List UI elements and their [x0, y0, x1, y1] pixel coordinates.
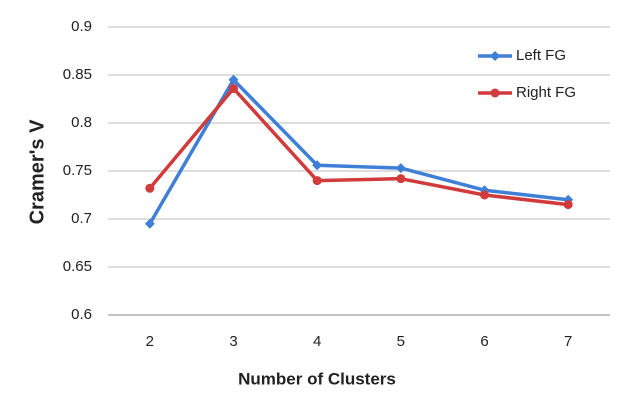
marker	[395, 163, 406, 174]
y-tick-label: 0.8	[71, 114, 92, 131]
marker	[396, 174, 406, 184]
legend-label: Right FG	[516, 84, 576, 101]
marker	[480, 190, 489, 200]
y-tick-label: 0.65	[63, 258, 92, 275]
y-tick-label: 0.85	[63, 66, 92, 83]
x-tick-label: 7	[564, 333, 572, 350]
x-tick-label: 5	[397, 333, 405, 350]
marker	[490, 88, 500, 98]
marker	[228, 74, 239, 85]
x-tick-label: 4	[313, 333, 321, 350]
y-tick-label: 0.7	[71, 210, 92, 227]
marker	[229, 83, 238, 93]
series-line	[148, 86, 569, 207]
marker	[563, 200, 573, 210]
marker	[144, 218, 155, 229]
y-tick-label: 0.75	[63, 162, 92, 179]
y-axis-title: Cramer's V	[26, 119, 48, 224]
marker	[312, 160, 323, 171]
series-line	[148, 78, 569, 225]
y-tick-label: 0.9	[71, 18, 92, 35]
marker	[490, 51, 500, 61]
y-tick-label: 0.6	[71, 306, 92, 323]
marker	[145, 183, 155, 193]
legend-label: Left FG	[516, 47, 566, 64]
x-axis-title: Number of Clusters	[238, 369, 396, 388]
x-tick-label: 6	[480, 333, 488, 350]
x-tick-label: 2	[146, 333, 154, 350]
marker	[312, 176, 322, 186]
x-tick-label: 3	[229, 333, 237, 350]
